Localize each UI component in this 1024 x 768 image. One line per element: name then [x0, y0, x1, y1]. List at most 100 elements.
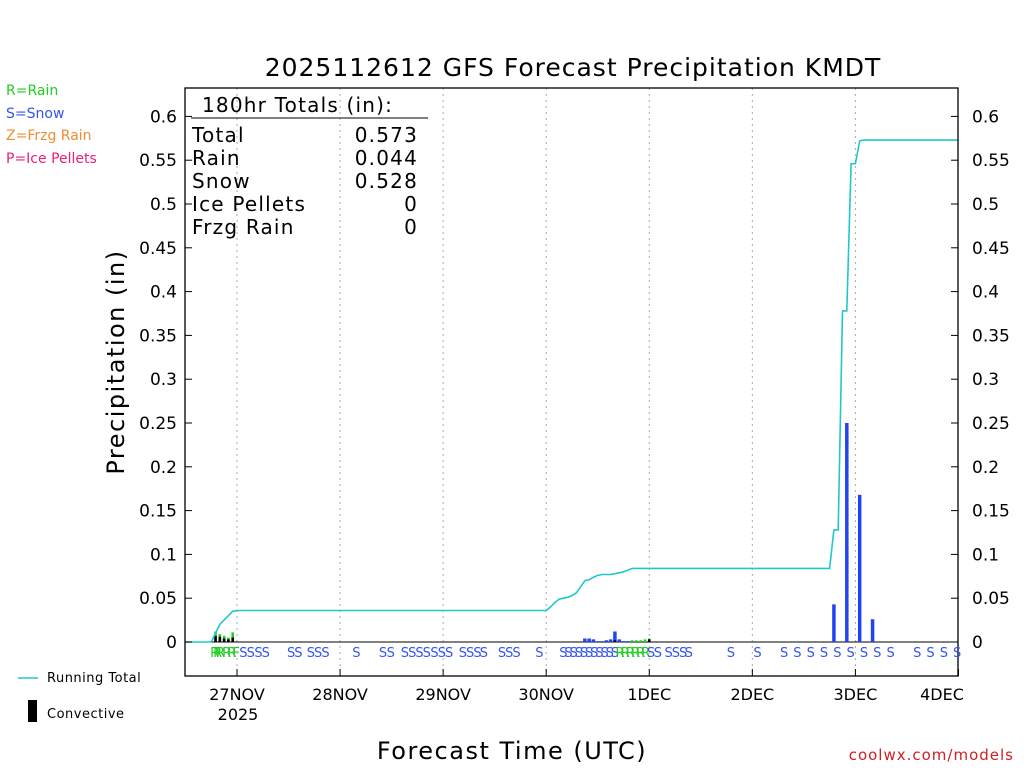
- ptype-mark: S: [780, 646, 788, 661]
- x-axis-label: Forecast Time (UTC): [377, 737, 647, 765]
- y-tick-label-right: 0.55: [972, 151, 1010, 171]
- ptype-mark: S: [860, 646, 868, 661]
- y-tick-label-left: 0.55: [139, 151, 177, 171]
- y-tick-label-left: 0.15: [139, 502, 177, 522]
- snow-bar: [600, 641, 604, 642]
- type-legend-item: S=Snow: [6, 105, 65, 122]
- ptype-mark: S: [886, 646, 894, 661]
- ptype-mark: S: [247, 646, 255, 661]
- snow-bar: [604, 640, 609, 642]
- ptype-mark: S: [807, 646, 815, 661]
- convective-bar: [231, 637, 235, 642]
- ptype-mark: R: [631, 646, 640, 661]
- ptype-mark: R: [626, 646, 635, 661]
- y-tick-label-right: 0.45: [972, 239, 1010, 259]
- ptype-mark: S: [254, 646, 262, 661]
- ptype-mark: S: [294, 646, 302, 661]
- ptype-mark: S: [401, 646, 409, 661]
- convective-bar: [227, 639, 230, 642]
- ptype-mark: S: [564, 646, 572, 661]
- x-tick-label: 28NOV: [312, 685, 368, 704]
- totals-row-label: Snow: [192, 169, 251, 193]
- totals-box: 180hr Totals (in): Total 0.573 Rain 0.044 Sno…: [191, 93, 418, 239]
- type-legend-item: R=Rain: [6, 83, 59, 99]
- x-tick-label: 1DEC: [627, 685, 671, 704]
- x-tick-label: 2DEC: [730, 685, 774, 704]
- ptype-mark: S: [505, 646, 513, 661]
- snow-bar: [857, 494, 862, 642]
- axes: 0 00.05 0.050.1 0.10.15 0.150.2 0.20.25 0.250.…: [139, 107, 1010, 704]
- ptype-mark: S: [611, 646, 619, 661]
- totals-row-value: 0: [404, 192, 418, 216]
- ptype-mark: S: [379, 646, 387, 661]
- ptype-mark: S: [408, 646, 416, 661]
- ptype-mark: S: [847, 646, 855, 661]
- chart-text: 2025112612 GFS Forecast Precipitation KM…: [102, 53, 882, 765]
- y-tick-label-left: 0.6: [150, 107, 177, 127]
- legend-label: Running Total: [47, 671, 141, 686]
- convective-bar: [214, 635, 217, 642]
- snow-bar: [595, 641, 600, 642]
- rain-bar: [231, 632, 235, 642]
- ptype-mark: S: [833, 646, 841, 661]
- y-tick-label-left: 0.4: [150, 283, 177, 303]
- ptype-mark: S: [559, 646, 567, 661]
- rain-bar: [643, 639, 647, 642]
- rain-bar: [635, 640, 638, 642]
- type-legend-item: Z=Frzg Rain: [6, 128, 92, 144]
- y-tick-label-right: 0.5: [972, 195, 999, 215]
- ptype-mark: R: [636, 646, 645, 661]
- totals-row-label: Frzg Rain: [192, 215, 295, 239]
- precip-bars: [214, 423, 875, 642]
- ptype-mark: S: [430, 646, 438, 661]
- y-tick-label-left: 0.2: [150, 458, 177, 478]
- ptype-mark: R: [621, 646, 630, 661]
- ptype-mark: S: [606, 646, 614, 661]
- ptype-mark: S: [575, 646, 583, 661]
- chart-title: 2025112612 GFS Forecast Precipitation KM…: [265, 53, 882, 82]
- y-tick-label-right: 0.35: [972, 326, 1010, 346]
- credit-text: coolwx.com/models: [848, 746, 1014, 764]
- ptype-mark: S: [287, 646, 295, 661]
- ptype-mark: S: [820, 646, 828, 661]
- y-tick-label-right: 0: [972, 633, 983, 653]
- y-tick-label-left: 0.45: [139, 239, 177, 259]
- snow-bar: [613, 631, 617, 642]
- convective-bar: [647, 639, 651, 642]
- y-axis-label: Precipitation (in): [102, 249, 130, 474]
- x-tick-label: 27NOV: [209, 685, 265, 704]
- y-tick-label-right: 0.05: [972, 589, 1010, 609]
- totals-row-label: Rain: [192, 146, 241, 170]
- ptype-mark: S: [727, 646, 735, 661]
- plot-frame: [184, 87, 959, 677]
- type-legend-item: P=Ice Pellets: [6, 150, 97, 167]
- ptype-mark: R: [210, 646, 219, 661]
- y-tick-label-right: 0.15: [972, 502, 1010, 522]
- totals-row-value: 0.528: [355, 169, 418, 193]
- ptype-mark: S: [940, 646, 948, 661]
- ptype-mark: R: [213, 646, 222, 661]
- snow-bar: [617, 639, 621, 642]
- ptype-mark: S: [873, 646, 881, 661]
- ptype-mark: S: [600, 646, 608, 661]
- y-tick-label-right: 0.25: [972, 414, 1010, 434]
- x-year-label: 2025: [218, 705, 259, 724]
- totals-row-value: 0: [404, 215, 418, 239]
- snow-bar: [621, 641, 626, 642]
- ptype-mark: S: [926, 646, 934, 661]
- snow-bar: [832, 604, 836, 642]
- ptype-mark: R: [222, 646, 231, 661]
- ptype-mark: S: [913, 646, 921, 661]
- ptype-mark: S: [262, 646, 270, 661]
- snow-bar: [587, 638, 591, 642]
- snow-bar: [583, 638, 587, 642]
- ptype-mark: S: [466, 646, 474, 661]
- ptype-mark: S: [590, 646, 598, 661]
- totals-row-label: Total: [191, 123, 245, 147]
- ptype-mark: S: [314, 646, 322, 661]
- ptype-mark: S: [753, 646, 761, 661]
- ptype-mark: S: [512, 646, 520, 661]
- ptype-mark: R: [616, 646, 625, 661]
- x-tick-label: 29NOV: [415, 685, 471, 704]
